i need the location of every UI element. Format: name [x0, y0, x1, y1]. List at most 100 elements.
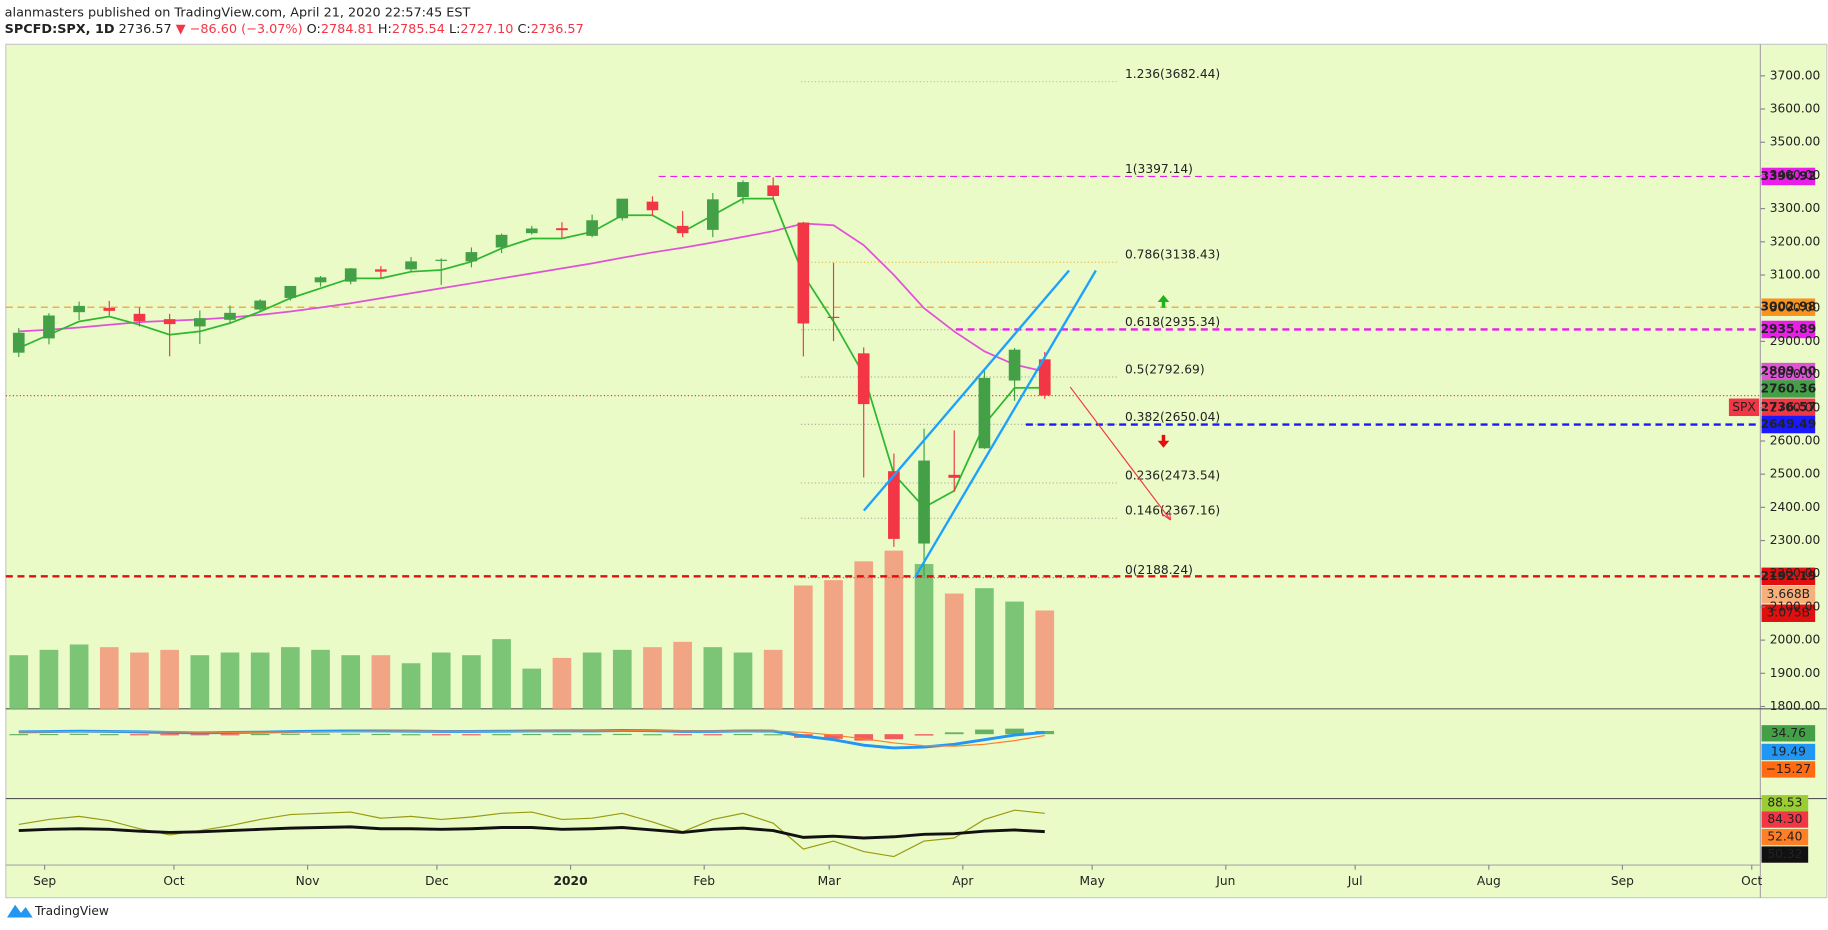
signal-line: [18, 730, 1045, 747]
oscillator-tag: [1761, 846, 1809, 863]
macd-histogram: [39, 733, 59, 736]
y-tick-label: 3500.00: [1770, 135, 1821, 149]
volume-bar: [854, 561, 874, 709]
candle-body: [12, 332, 25, 353]
macd-histogram: [9, 734, 29, 736]
macd-histogram: [220, 734, 240, 736]
candle-body: [676, 225, 689, 234]
macd-histogram: [944, 732, 964, 735]
oscillator-tag-label: 88.53: [1767, 796, 1802, 810]
ohlc-value: 2784.81: [321, 22, 374, 37]
candle-body: [375, 269, 387, 272]
volume-bar: [582, 652, 602, 709]
y-tick-label: 1900.00: [1770, 666, 1821, 680]
macd-tag: [1761, 725, 1816, 742]
volume-bar: [9, 655, 29, 709]
macd-histogram: [250, 733, 270, 736]
oscillator-tag-label: 52.40: [1767, 830, 1802, 844]
symbol-tag-label: SPX: [1732, 400, 1756, 414]
volume-bar: [552, 657, 572, 709]
fib-label: 0.618(2935.34): [1125, 315, 1220, 329]
candle-body: [405, 261, 417, 270]
candle-body: [827, 316, 840, 318]
y-tick-label: 2000.00: [1770, 633, 1821, 647]
volume-bar: [69, 644, 89, 709]
candle-body: [465, 252, 478, 262]
y-tick-label: 2800.00: [1770, 367, 1821, 381]
y-tick-label: 3400.00: [1770, 168, 1821, 182]
candle-body: [344, 268, 357, 282]
y-tick-label: 3700.00: [1770, 68, 1821, 82]
candle-body: [73, 305, 85, 313]
candle-body: [767, 185, 780, 197]
candle-body: [314, 277, 327, 283]
x-tick-label: Sep: [33, 874, 56, 888]
volume-bar: [763, 649, 783, 709]
candle-body: [495, 234, 508, 248]
macd-histogram: [492, 734, 511, 736]
fib-label: 0.146(2367.16): [1125, 504, 1220, 518]
up-arrow: [1157, 294, 1170, 308]
price-tag-label: 3002.98: [1760, 300, 1816, 314]
volume-bar: [673, 641, 692, 709]
candle-body: [525, 228, 538, 234]
macd-histogram: [522, 733, 542, 736]
price-tag: [1761, 362, 1816, 381]
macd-histogram: [130, 734, 149, 736]
y-tick-label: 3000.00: [1770, 301, 1821, 315]
volume-bar: [160, 649, 179, 709]
candle-body: [737, 182, 749, 198]
macd-histogram: [824, 734, 843, 739]
volume-bar: [914, 564, 934, 709]
x-tick-label: Dec: [425, 874, 449, 888]
ohlc-key: H:: [378, 22, 392, 37]
x-tick-label: Aug: [1477, 874, 1501, 888]
volume-bar: [643, 647, 662, 709]
fib-label: 1.236(3682.44): [1125, 67, 1220, 81]
arrow-head: [1161, 509, 1172, 521]
macd-histogram: [612, 733, 632, 736]
x-tick-label: Apr: [952, 874, 974, 888]
volume-tag: [1761, 585, 1816, 604]
macd-histogram: [160, 734, 179, 736]
price-tag: [1761, 567, 1816, 586]
direction: ▼: [176, 22, 186, 37]
ohlc-key: L:: [449, 22, 460, 37]
macd-histogram: [673, 734, 692, 736]
x-tick-label: Sep: [1611, 874, 1634, 888]
macd-tag: [1761, 761, 1816, 778]
volume-bar: [401, 663, 421, 709]
volume-bar: [281, 647, 300, 709]
macd-histogram: [582, 734, 602, 736]
volume-bar: [1005, 601, 1024, 709]
macd-histogram: [854, 734, 874, 741]
volume-bar: [341, 655, 361, 709]
volume-tag-label: 3.668B: [1767, 587, 1810, 601]
price-tag: [1761, 398, 1816, 417]
macd-histogram: [401, 734, 421, 736]
volume-bar: [431, 652, 451, 709]
price-tag: [1761, 320, 1816, 339]
price-tag: [1761, 298, 1816, 316]
fib-label: 0(2188.24): [1125, 563, 1193, 577]
volume-bar: [884, 550, 904, 709]
y-tick-label: 2400.00: [1770, 500, 1821, 514]
ohlc-value: 2736.57: [531, 22, 584, 37]
macd-histogram: [975, 729, 994, 735]
candle-body: [1038, 359, 1051, 396]
candles-layer: [12, 177, 1051, 577]
candle-body: [435, 259, 448, 261]
y-tick-label: 2300.00: [1770, 533, 1821, 547]
candle-body: [918, 460, 930, 544]
x-tick-label: Nov: [296, 874, 320, 888]
x-tick-label: Oct: [163, 874, 184, 888]
channel-line: [914, 269, 1097, 578]
macd-histogram: [703, 734, 723, 736]
volume-bar: [220, 652, 240, 709]
y-tick-label: 2100.00: [1770, 599, 1821, 613]
candle-body: [857, 353, 870, 405]
candle-body: [797, 222, 810, 324]
volume-bar: [612, 649, 632, 709]
